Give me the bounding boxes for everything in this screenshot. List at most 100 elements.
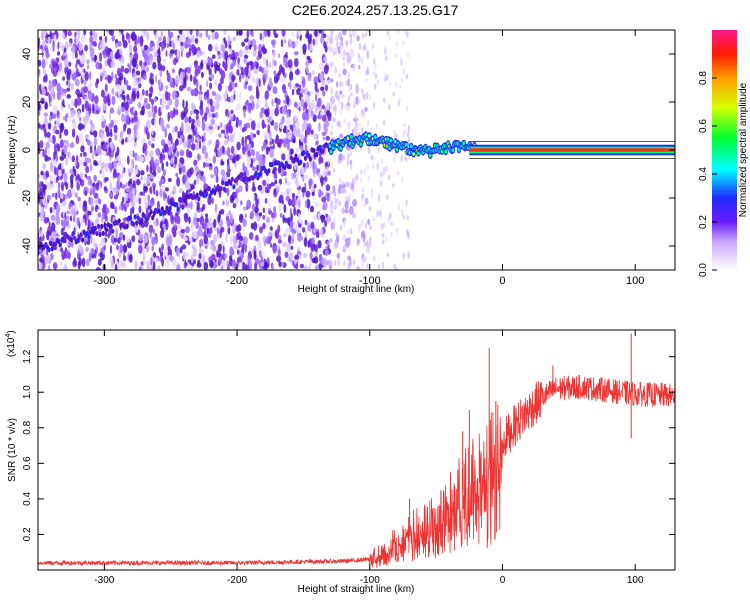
noise-speck: [266, 177, 270, 186]
noise-speck: [80, 179, 85, 187]
noise-speck: [67, 103, 71, 110]
noise-speck: [292, 127, 298, 137]
noise-speck: [207, 233, 212, 238]
noise-speck: [112, 186, 118, 193]
noise-speck: [361, 88, 364, 95]
noise-speck: [179, 246, 183, 254]
ridge-mark: [58, 242, 62, 248]
noise-speck: [91, 149, 94, 160]
noise-speck: [300, 99, 305, 107]
noise-speck: [138, 83, 142, 89]
ridge-mark: [308, 156, 312, 162]
noise-speck: [261, 261, 265, 267]
noise-speck: [375, 122, 378, 130]
ridge-mark: [230, 176, 234, 182]
noise-speck: [149, 174, 155, 179]
snr-y-multiplier-close: ): [6, 330, 17, 333]
noise-speck: [236, 239, 240, 247]
noise-speck: [213, 218, 217, 229]
x-tick-label: 100: [627, 575, 644, 586]
noise-speck: [93, 174, 97, 182]
noise-speck: [344, 245, 348, 251]
noise-speck: [93, 149, 98, 155]
noise-speck: [288, 38, 292, 49]
noise-speck: [255, 85, 259, 93]
noise-speck: [229, 47, 233, 53]
noise-speck: [268, 210, 273, 215]
noise-speck: [365, 78, 368, 83]
noise-speck: [38, 111, 41, 116]
noise-speck: [388, 34, 391, 41]
noise-speck: [304, 219, 308, 226]
noise-speck: [74, 78, 80, 87]
noise-speck: [63, 219, 67, 229]
noise-speck: [314, 36, 319, 43]
noise-speck: [168, 234, 173, 245]
noise-speck: [263, 66, 269, 71]
noise-speck: [302, 43, 307, 52]
noise-speck: [300, 88, 305, 94]
noise-speck: [382, 97, 386, 104]
noise-speck: [365, 247, 369, 253]
noise-speck: [164, 127, 167, 138]
noise-speck: [320, 111, 324, 116]
noise-speck: [222, 60, 225, 68]
noise-speck: [177, 132, 181, 137]
noise-speck: [60, 193, 64, 200]
noise-speck: [139, 226, 142, 232]
noise-speck: [314, 93, 318, 102]
noise-speck: [127, 197, 131, 203]
noise-speck: [216, 251, 221, 258]
noise-speck: [366, 91, 369, 100]
noise-speck: [267, 124, 271, 134]
noise-speck: [235, 51, 240, 57]
noise-speck: [211, 253, 216, 261]
y-tick-label: 20: [21, 96, 33, 108]
noise-speck: [191, 244, 195, 250]
noise-speck: [268, 202, 271, 207]
x-tick-label: 100: [626, 275, 644, 287]
noise-speck: [218, 210, 221, 221]
noise-speck: [244, 263, 248, 270]
noise-speck: [349, 159, 352, 165]
noise-speck: [138, 205, 142, 214]
noise-speck: [49, 206, 53, 214]
ridge-core: [329, 149, 333, 154]
ridge-mark: [101, 230, 105, 236]
noise-speck: [357, 98, 360, 104]
noise-speck: [126, 155, 130, 165]
noise-speck: [113, 237, 118, 243]
noise-speck: [154, 118, 157, 128]
noise-speck: [226, 146, 231, 157]
noise-speck: [339, 109, 342, 115]
noise-speck: [237, 56, 241, 65]
noise-speck: [217, 82, 222, 92]
noise-speck: [340, 102, 344, 110]
noise-speck: [174, 216, 177, 222]
noise-speck: [61, 181, 64, 192]
noise-speck: [99, 36, 103, 41]
noise-speck: [278, 178, 282, 185]
noise-speck: [403, 123, 406, 128]
noise-speck: [312, 38, 316, 46]
noise-speck: [283, 138, 288, 148]
noise-speck: [195, 217, 201, 223]
noise-speck: [291, 88, 295, 96]
noise-speck: [184, 180, 190, 189]
noise-speck: [122, 196, 125, 203]
noise-speck: [78, 122, 83, 131]
noise-speck: [90, 122, 95, 133]
noise-speck: [51, 183, 55, 189]
noise-speck: [226, 158, 230, 166]
noise-speck: [318, 30, 322, 34]
noise-speck: [290, 212, 293, 222]
noise-speck: [111, 71, 114, 81]
noise-speck: [266, 217, 270, 224]
noise-speck: [86, 157, 92, 163]
noise-speck: [48, 84, 52, 91]
noise-speck: [188, 216, 191, 224]
ridge-mark: [168, 205, 172, 211]
noise-speck: [63, 128, 69, 136]
ridge-mark: [243, 171, 247, 177]
noise-speck: [323, 64, 329, 75]
